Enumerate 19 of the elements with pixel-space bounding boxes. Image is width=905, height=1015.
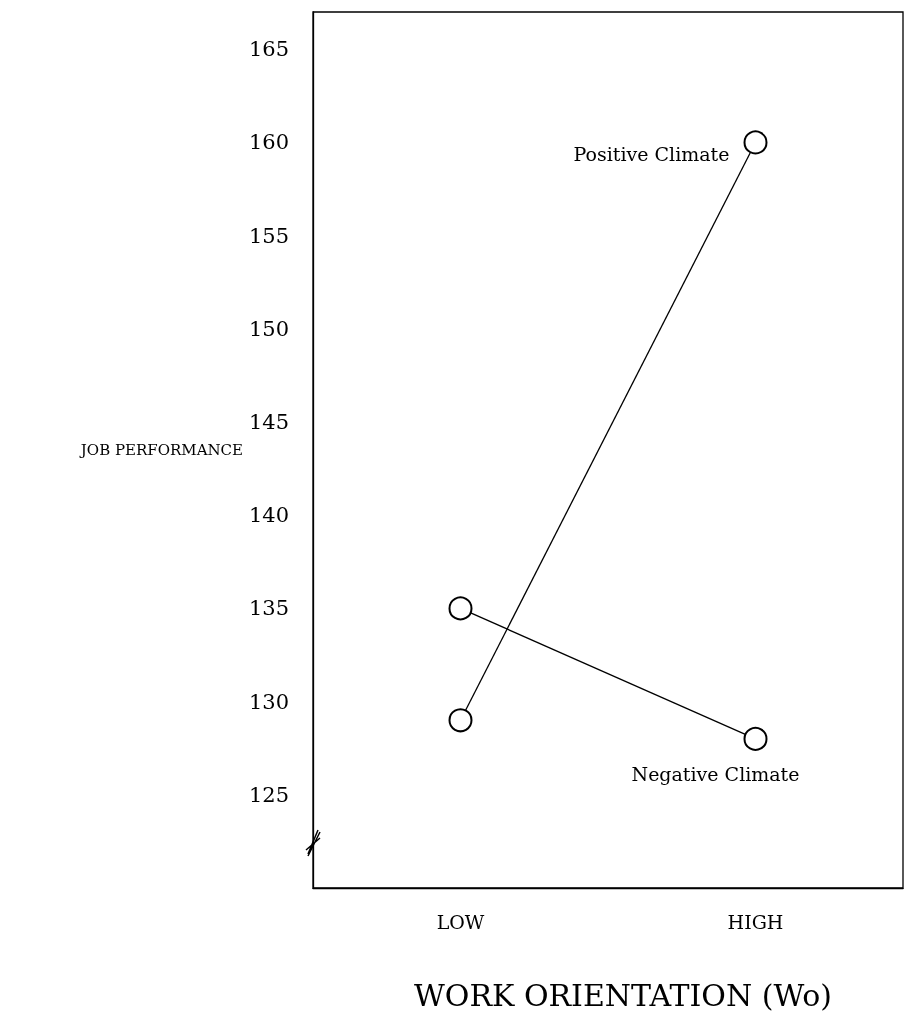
y-tick-label: 145 — [248, 410, 289, 435]
y-tick-label: 155 — [248, 223, 289, 248]
x-tick-label: LOW — [436, 910, 485, 933]
point — [448, 708, 473, 733]
y-tick-label: 135 — [248, 596, 289, 621]
series-label: Positive Climate — [573, 143, 730, 166]
y-tick-label: 165 — [248, 37, 289, 62]
y-tick-label: 125 — [248, 782, 289, 807]
text: Negative Climate — [631, 763, 800, 786]
y-tick-label: 140 — [248, 503, 289, 528]
y-tick-label: 150 — [248, 316, 289, 341]
x-tick-label: HIGH — [727, 910, 784, 933]
point — [743, 130, 768, 155]
point — [743, 726, 768, 751]
point — [448, 596, 473, 621]
y-tick-label: 130 — [248, 689, 289, 714]
x-axis-title: WORK ORIENTATION (Wo) — [413, 977, 833, 1013]
y-tick-label: 160 — [248, 130, 289, 155]
y-axis-title: JOB PERFORMANCE — [78, 441, 244, 459]
